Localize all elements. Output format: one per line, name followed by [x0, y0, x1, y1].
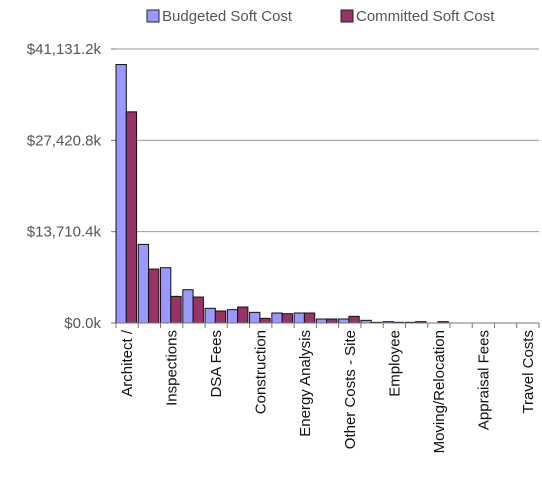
bar-0-8	[293, 312, 305, 324]
bar-1-2	[170, 295, 182, 324]
x-axis: Architect / Inspections DSA Fees Constructi…	[115, 322, 540, 453]
x-tick-label-10: Other Costs - Site	[342, 330, 359, 449]
x-tick-label-2: Inspections	[164, 330, 181, 406]
bar-0-9	[315, 318, 328, 324]
bar-1-6	[259, 317, 271, 324]
legend-swatch-0	[146, 9, 160, 23]
bar-0-7	[271, 312, 283, 324]
x-tick-label-0: Architect /	[119, 329, 136, 397]
bar-0-0	[115, 64, 127, 324]
bar-0-3	[182, 289, 194, 324]
bar-0-6	[249, 311, 261, 324]
bars	[115, 64, 449, 324]
x-tick-label-4: DSA Fees	[208, 330, 225, 398]
x-tick-label-18: Travel Costs	[520, 330, 537, 414]
x-tick-label-12: Employee	[386, 330, 403, 397]
y-axis: $0.0k $13,710.4k $27,420.8k $41,131.2k	[27, 41, 116, 332]
legend-label-1: Committed Soft Cost	[356, 8, 495, 25]
bar-0-2	[160, 267, 172, 324]
x-tick-label-8: Energy Analysis	[297, 330, 314, 437]
gridlines	[116, 48, 539, 233]
bar-0-10	[338, 318, 350, 324]
bar-1-1	[148, 268, 160, 324]
bar-1-4	[214, 310, 227, 324]
bar-1-5	[237, 306, 249, 324]
bar-1-9	[326, 318, 338, 324]
legend-swatch-1	[340, 9, 354, 23]
bar-0-1	[137, 243, 150, 324]
y-tick-label-0: $0.0k	[64, 315, 101, 332]
y-tick-label-3: $41,131.2k	[27, 41, 102, 58]
bar-1-10	[348, 315, 360, 324]
bar-1-0	[125, 111, 138, 324]
legend: Budgeted Soft Cost Committed Soft Cost	[146, 8, 495, 25]
x-tick-label-14: Moving/Relocation	[431, 330, 448, 453]
bar-1-7	[281, 313, 293, 324]
bar-0-4	[204, 307, 216, 324]
bar-0-5	[226, 309, 239, 324]
bar-1-8	[303, 312, 316, 324]
y-tick-label-1: $13,710.4k	[27, 224, 102, 241]
x-tick-label-16: Appraisal Fees	[475, 330, 492, 430]
x-tick-label-6: Construction	[253, 330, 270, 414]
y-tick-label-2: $27,420.8k	[27, 132, 102, 149]
legend-label-0: Budgeted Soft Cost	[162, 8, 293, 25]
bar-1-3	[192, 296, 204, 324]
